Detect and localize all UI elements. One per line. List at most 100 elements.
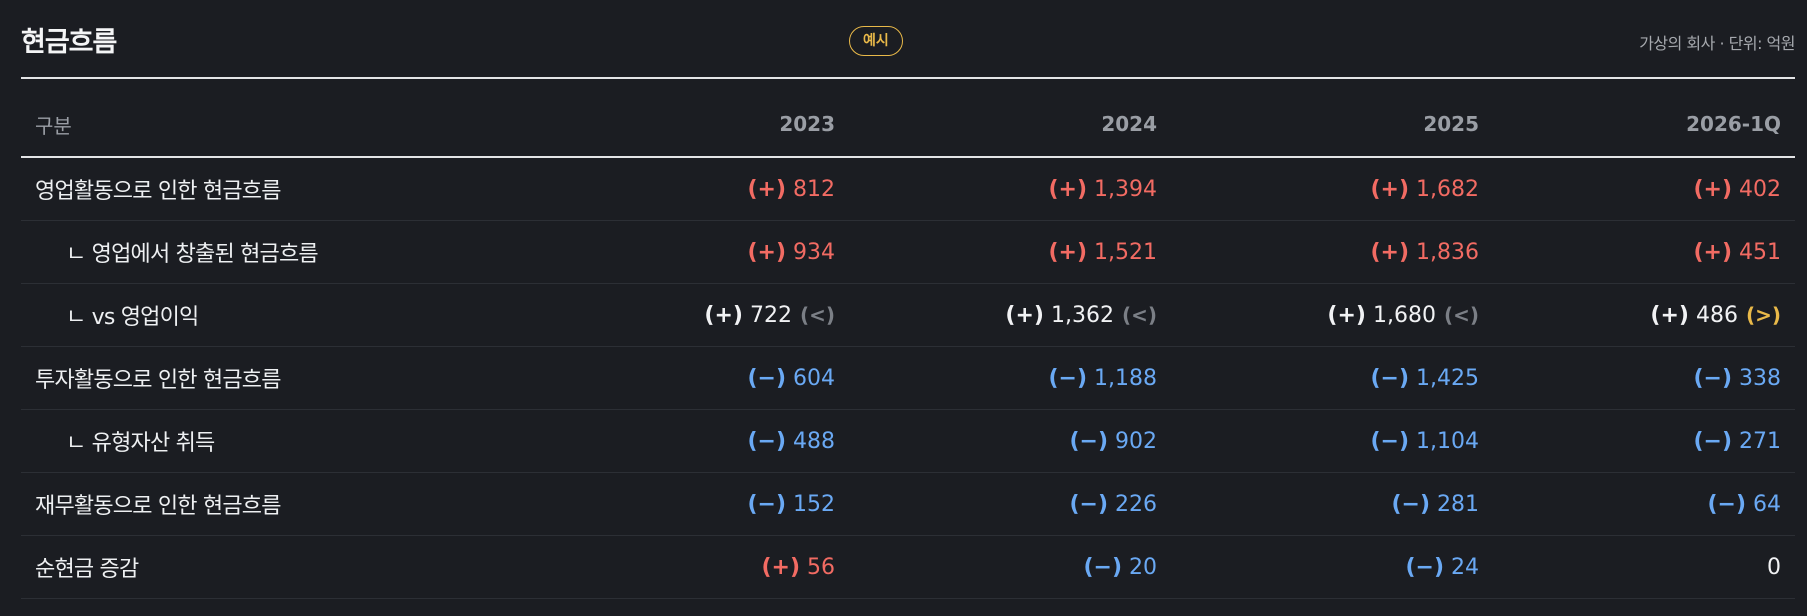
sign-indicator: (+) (761, 554, 800, 580)
value-cell: 0 (1493, 535, 1795, 599)
amount-value: 1,362 (1050, 302, 1114, 328)
column-header-2026-1q: 2026-1Q (1493, 92, 1795, 158)
comparison-indicator: (<) (799, 302, 835, 327)
sign-indicator: (−) (1069, 428, 1108, 454)
amount-value: 451 (1739, 239, 1781, 265)
amount-value: 20 (1129, 554, 1157, 580)
sign-indicator: (−) (1693, 365, 1732, 391)
amount-value: 722 (749, 302, 792, 328)
sign-indicator: (−) (1370, 428, 1410, 454)
value-cell: (+) 1,362 (<) (849, 283, 1171, 347)
row-label: 순현금 증감 (21, 535, 518, 599)
table-row: 투자활동으로 인한 현금흐름 (−) 604 (−) 1,188 (−) 1,425 (−) 3… (21, 346, 1795, 410)
value-cell: (+) 1,394 (849, 157, 1171, 221)
amount-value: 812 (793, 176, 835, 202)
value-cell: (+) 1,836 (1171, 220, 1493, 284)
sign-indicator: (+) (1370, 239, 1410, 265)
sign-indicator: (+) (747, 176, 786, 202)
row-label: ㄴ 유형자산 취득 (21, 409, 518, 473)
amount-value: 24 (1451, 554, 1479, 580)
amount-value: 281 (1437, 491, 1479, 517)
sign-indicator: (−) (1707, 491, 1746, 517)
amount-value: 1,521 (1094, 239, 1157, 265)
amount-value: 338 (1739, 365, 1781, 391)
sign-indicator: (−) (747, 428, 786, 454)
amount-value: 1,425 (1416, 365, 1479, 391)
amount-value: 226 (1115, 491, 1157, 517)
amount-value: 1,836 (1416, 239, 1479, 265)
sign-indicator: (+) (1005, 302, 1044, 328)
value-cell: (−) 24 (1171, 535, 1493, 599)
column-header-category: 구분 (21, 92, 518, 158)
sign-indicator: (+) (1048, 176, 1088, 202)
value-cell: (−) 1,425 (1171, 346, 1493, 410)
sign-indicator: (+) (1693, 239, 1732, 265)
amount-value: 64 (1753, 491, 1781, 517)
value-cell: (+) 451 (1493, 220, 1795, 284)
value-cell: (−) 902 (849, 409, 1171, 473)
table-row: ㄴ 영업에서 창출된 현금흐름 (+) 934 (+) 1,521 (+) 1,836 (+)… (21, 220, 1795, 284)
sign-indicator: (−) (1405, 554, 1444, 580)
table-row: 영업활동으로 인한 현금흐름 (+) 812 (+) 1,394 (+) 1,682 (+) 4… (21, 157, 1795, 221)
sign-indicator: (−) (1370, 365, 1410, 391)
comparison-indicator: (<) (1443, 302, 1479, 327)
sign-indicator: (+) (1693, 176, 1732, 202)
amount-value: 1,104 (1416, 428, 1479, 454)
sign-indicator: (−) (747, 365, 786, 391)
panel-header: 현금흐름 예시 가상의 회사 · 단위: 억원 (21, 0, 1795, 79)
amount-value: 1,188 (1094, 365, 1157, 391)
value-cell: (+) 1,682 (1171, 157, 1493, 221)
sign-indicator: (−) (1391, 491, 1430, 517)
cash-flow-table: 구분 2023 2024 2025 2026-1Q 영업활동으로 인한 현금흐름… (21, 92, 1795, 599)
row-label: 재무활동으로 인한 현금흐름 (21, 472, 518, 536)
row-label: ㄴ 영업에서 창출된 현금흐름 (21, 220, 518, 284)
sign-indicator: (−) (1083, 554, 1122, 580)
table-row: 재무활동으로 인한 현금흐름 (−) 152 (−) 226 (−) 281 (−) 64 (21, 472, 1795, 536)
sign-indicator: (−) (1048, 365, 1088, 391)
comparison-indicator: (<) (1121, 302, 1157, 327)
sign-indicator: (+) (1048, 239, 1088, 265)
sign-indicator: (+) (747, 239, 786, 265)
column-header-2024: 2024 (849, 92, 1171, 158)
amount-value: 0 (1767, 554, 1781, 580)
row-label: ㄴ vs 영업이익 (21, 283, 518, 347)
value-cell: (+) 812 (518, 157, 849, 221)
table-row: ㄴ vs 영업이익 (+) 722 (<) (+) 1,362 (<) (+) 1,680 (<)… (21, 283, 1795, 347)
sign-indicator: (+) (1327, 302, 1366, 328)
amount-value: 152 (793, 491, 835, 517)
amount-value: 402 (1739, 176, 1781, 202)
sign-indicator: (+) (1370, 176, 1410, 202)
amount-value: 1,680 (1372, 302, 1436, 328)
value-cell: (+) 402 (1493, 157, 1795, 221)
unit-note: 가상의 회사 · 단위: 억원 (1639, 34, 1795, 53)
row-label: 투자활동으로 인한 현금흐름 (21, 346, 518, 410)
value-cell: (−) 64 (1493, 472, 1795, 536)
sign-indicator: (−) (1693, 428, 1732, 454)
value-cell: (−) 20 (849, 535, 1171, 599)
amount-value: 902 (1115, 428, 1157, 454)
column-header-2023: 2023 (518, 92, 849, 158)
sign-indicator: (+) (704, 302, 743, 328)
comparison-indicator: (>) (1745, 302, 1781, 327)
value-cell: (−) 281 (1171, 472, 1493, 536)
amount-value: 1,682 (1416, 176, 1479, 202)
table-row: 순현금 증감 (+) 56 (−) 20 (−) 24 0 (21, 535, 1795, 599)
table-row: ㄴ 유형자산 취득 (−) 488 (−) 902 (−) 1,104 (−) 271 (21, 409, 1795, 473)
example-badge: 예시 (849, 26, 903, 56)
sign-indicator: (−) (1069, 491, 1108, 517)
value-cell: (−) 152 (518, 472, 849, 536)
table-header-row: 구분 2023 2024 2025 2026-1Q (21, 92, 1795, 158)
value-cell: (+) 56 (518, 535, 849, 599)
row-label: 영업활동으로 인한 현금흐름 (21, 157, 518, 221)
amount-value: 56 (807, 554, 835, 580)
amount-value: 271 (1739, 428, 1781, 454)
value-cell: (+) 486 (>) (1493, 283, 1795, 347)
value-cell: (−) 226 (849, 472, 1171, 536)
value-cell: (−) 338 (1493, 346, 1795, 410)
sign-indicator: (−) (747, 491, 786, 517)
amount-value: 1,394 (1094, 176, 1157, 202)
value-cell: (−) 1,104 (1171, 409, 1493, 473)
value-cell: (−) 271 (1493, 409, 1795, 473)
page-title: 현금흐름 (21, 27, 117, 58)
